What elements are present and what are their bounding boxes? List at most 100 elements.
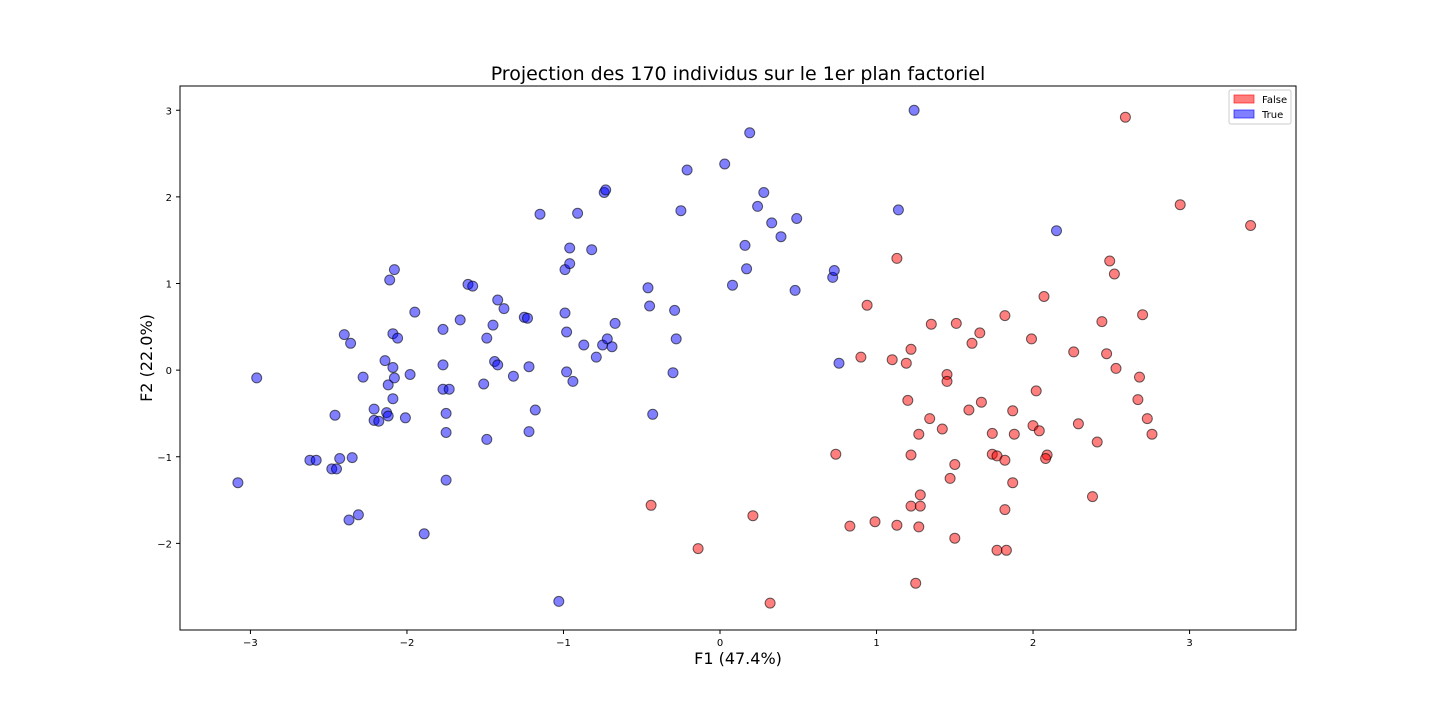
point-false bbox=[1091, 436, 1103, 448]
point-false bbox=[900, 357, 912, 369]
point-false bbox=[910, 577, 922, 589]
point-true bbox=[553, 595, 565, 607]
point-false bbox=[1134, 371, 1145, 383]
point-true bbox=[600, 184, 612, 196]
point-false bbox=[905, 449, 917, 461]
point-false bbox=[1245, 220, 1257, 231]
point-false bbox=[975, 396, 987, 408]
point-false bbox=[986, 427, 998, 439]
point-true bbox=[443, 383, 455, 395]
point-true bbox=[384, 274, 396, 286]
point-false bbox=[963, 404, 975, 416]
point-false bbox=[861, 299, 873, 311]
point-true bbox=[331, 463, 342, 475]
x-tick-label: −2 bbox=[400, 638, 415, 649]
point-false bbox=[941, 375, 953, 387]
point-true bbox=[529, 404, 541, 416]
point-false bbox=[830, 448, 842, 460]
point-false bbox=[936, 423, 948, 435]
point-false bbox=[1104, 255, 1116, 267]
point-true bbox=[387, 393, 399, 405]
point-true bbox=[437, 359, 449, 371]
point-true bbox=[373, 415, 385, 427]
point-true bbox=[789, 284, 801, 296]
point-false bbox=[966, 337, 978, 349]
point-false bbox=[1072, 418, 1084, 430]
point-false bbox=[1108, 268, 1120, 280]
point-true bbox=[523, 426, 535, 438]
x-axis-label: F1 (47.4%) bbox=[694, 649, 782, 668]
point-true bbox=[492, 294, 504, 306]
point-true bbox=[644, 300, 656, 312]
point-false bbox=[949, 532, 961, 544]
point-false bbox=[764, 597, 776, 609]
point-false bbox=[999, 454, 1011, 466]
point-true bbox=[498, 303, 510, 315]
point-true bbox=[758, 187, 770, 198]
point-false bbox=[1110, 362, 1122, 374]
point-false bbox=[1132, 394, 1144, 406]
point-true bbox=[727, 279, 738, 291]
point-false bbox=[949, 459, 961, 470]
point-false bbox=[944, 472, 956, 484]
point-true bbox=[481, 433, 493, 445]
y-tick-label: 1 bbox=[166, 280, 172, 291]
point-true bbox=[404, 369, 416, 380]
x-tick-label: 3 bbox=[1186, 638, 1192, 649]
point-true bbox=[908, 104, 920, 116]
point-true bbox=[387, 362, 399, 373]
point-true bbox=[310, 454, 322, 466]
point-false bbox=[1038, 291, 1050, 302]
point-false bbox=[905, 500, 917, 512]
point-true bbox=[578, 339, 590, 351]
point-false bbox=[855, 351, 867, 363]
point-false bbox=[692, 543, 704, 555]
point-false bbox=[1007, 405, 1019, 417]
point-true bbox=[567, 375, 579, 387]
point-true bbox=[739, 239, 751, 251]
point-true bbox=[564, 258, 576, 270]
point-false bbox=[914, 500, 926, 512]
y-axis: −2 −1 0 1 2 3 bbox=[157, 106, 180, 550]
point-false bbox=[924, 413, 936, 425]
point-false bbox=[1141, 413, 1153, 425]
point-true bbox=[409, 306, 421, 318]
point-false bbox=[902, 394, 914, 406]
point-false bbox=[869, 516, 881, 528]
point-true bbox=[744, 127, 756, 139]
point-true bbox=[388, 264, 400, 276]
point-false bbox=[1146, 428, 1158, 440]
point-true bbox=[1051, 225, 1062, 237]
point-true bbox=[338, 329, 350, 341]
point-true bbox=[352, 509, 364, 521]
point-true bbox=[454, 314, 466, 326]
point-true bbox=[481, 332, 493, 344]
point-true bbox=[609, 317, 621, 329]
point-false bbox=[991, 544, 1003, 556]
point-false bbox=[1174, 199, 1186, 211]
point-true bbox=[232, 477, 244, 489]
point-true bbox=[382, 379, 394, 391]
point-false bbox=[645, 499, 657, 511]
point-false bbox=[974, 327, 986, 339]
point-true bbox=[343, 514, 355, 526]
point-true bbox=[559, 307, 571, 319]
point-false bbox=[925, 318, 937, 330]
point-true bbox=[590, 351, 602, 363]
y-tick-label: −2 bbox=[157, 539, 172, 550]
point-true bbox=[719, 158, 731, 170]
point-false bbox=[999, 504, 1011, 516]
point-false bbox=[1008, 428, 1020, 440]
point-true bbox=[681, 164, 693, 176]
point-true bbox=[791, 213, 803, 224]
point-true bbox=[388, 372, 400, 384]
point-true bbox=[828, 265, 840, 276]
point-true bbox=[440, 474, 452, 486]
point-true bbox=[741, 263, 753, 275]
point-true bbox=[478, 378, 490, 390]
point-true bbox=[392, 332, 404, 344]
x-tick-label: 1 bbox=[873, 638, 879, 649]
point-true bbox=[572, 207, 584, 219]
point-false bbox=[1101, 348, 1113, 360]
